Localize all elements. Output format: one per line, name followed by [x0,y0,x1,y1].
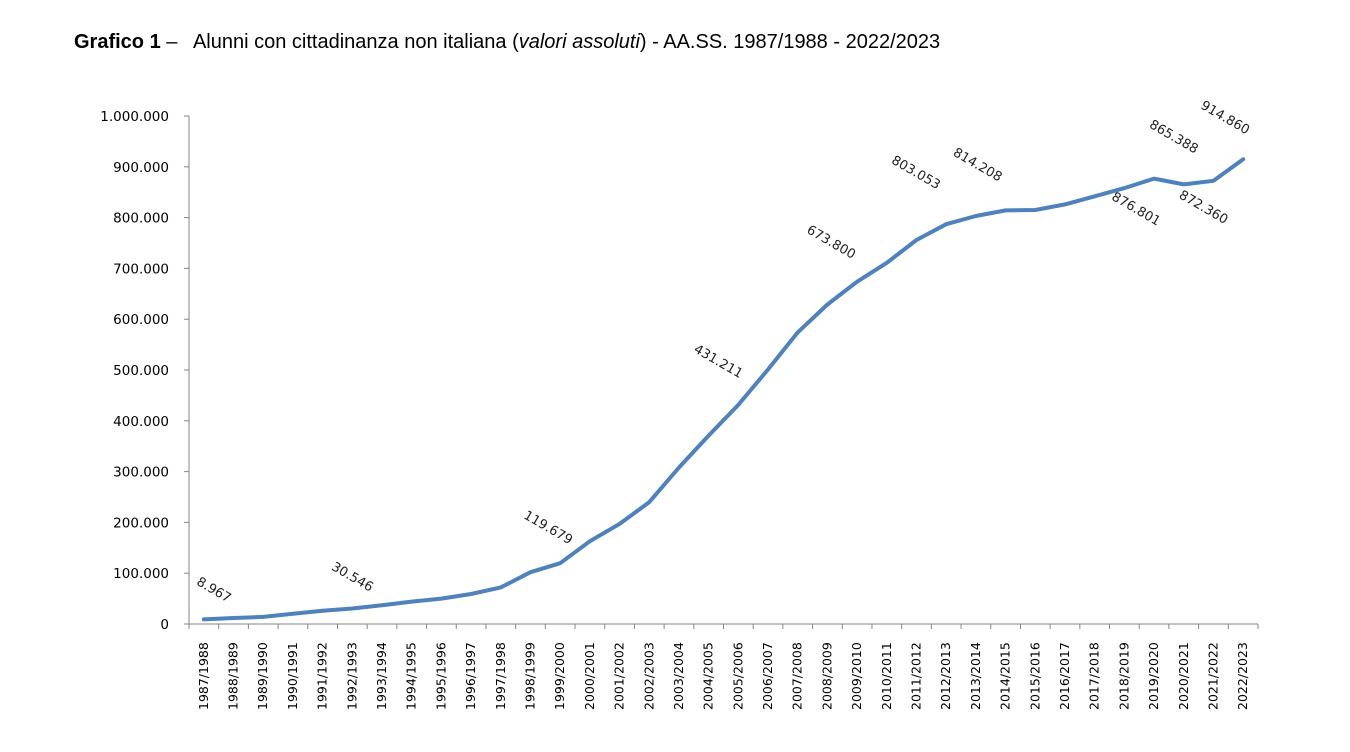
data-label: 803.053 [889,153,943,193]
x-tick-label: 2008/2009 [819,642,834,710]
x-tick-label: 1988/1989 [226,642,241,710]
data-label: 673.800 [804,223,858,263]
data-series-line [201,157,1246,622]
x-tick-label: 2007/2008 [790,642,805,710]
x-tick-label: 2017/2018 [1087,642,1102,710]
x-tick-label: 2009/2010 [849,642,864,710]
chart-title-number: Grafico 1 [74,31,161,53]
y-tick-label: 200.000 [113,515,169,531]
x-tick-label: 2010/2011 [879,642,894,710]
x-tick-label: 2016/2017 [1057,642,1072,710]
x-tick-label: 2013/2014 [968,642,983,710]
data-label: 876.801 [1109,190,1163,230]
data-label: 872.360 [1176,188,1230,228]
x-tick-label: 2002/2003 [641,642,656,710]
y-tick-label: 100.000 [113,566,169,582]
data-label: 914.860 [1198,98,1252,138]
x-tick-label: 1989/1990 [255,642,270,710]
x-tick-label: 2019/2020 [1146,642,1161,710]
y-tick-label: 600.000 [113,312,169,328]
x-tick-label: 1997/1998 [493,642,508,710]
x-tick-label: 2000/2001 [582,642,597,710]
y-tick-label: 400.000 [113,414,169,430]
data-label: 30.546 [329,560,376,596]
x-tick-label: 1987/1988 [196,642,211,710]
x-tick-label: 2011/2012 [909,642,924,710]
x-tick-label: 2005/2006 [730,642,745,710]
x-tick-label: 1994/1995 [404,642,419,710]
y-tick-label: 300.000 [113,465,169,481]
data-label: 8.967 [194,575,234,607]
x-tick-label: 1996/1997 [463,642,478,710]
y-tick-label: 900.000 [113,160,169,176]
y-tick-label: 800.000 [113,211,169,227]
y-tick-label: 700.000 [113,261,169,277]
x-tick-label: 1998/1999 [522,642,537,710]
x-tick-label: 2003/2004 [671,642,686,710]
x-tick-label: 2001/2002 [612,642,627,710]
x-tick-label: 2004/2005 [701,642,716,710]
chart-title: Grafico 1 – Alunni con cittadinanza non … [74,31,940,54]
x-tick-label: 2022/2023 [1235,642,1250,710]
y-tick-label: 1.000.000 [100,109,169,125]
x-tick-label: 1991/1992 [315,642,330,710]
x-tick-label: 2006/2007 [760,642,775,710]
x-tick-label: 1990/1991 [285,642,300,710]
data-label: 119.679 [521,508,575,548]
x-tick-label: 1999/2000 [552,642,567,710]
chart-title-dash: – [160,31,193,53]
x-tick-label: 1992/1993 [344,642,359,710]
x-tick-label: 2014/2015 [998,642,1013,710]
chart-title-pre: Alunni con cittadinanza non italiana ( [192,31,519,53]
data-label: 431.211 [691,342,745,382]
data-label: 865.388 [1146,117,1200,157]
x-tick-label: 1993/1994 [374,642,389,710]
x-tick-label: 2012/2013 [938,642,953,710]
y-tick-label: 500.000 [113,363,169,379]
data-label: 814.208 [950,145,1004,185]
x-tick-label: 2020/2021 [1176,642,1191,710]
x-tick-label: 2021/2022 [1205,642,1220,710]
x-tick-label: 1995/1996 [433,642,448,710]
x-tick-label: 2018/2019 [1116,642,1131,710]
y-tick-label: 0 [160,617,169,633]
chart-title-post: ) - AA.SS. 1987/1988 - 2022/2023 [639,31,941,53]
x-tick-label: 2015/2016 [1027,642,1042,710]
chart-title-italic: valori assoluti [518,31,640,53]
